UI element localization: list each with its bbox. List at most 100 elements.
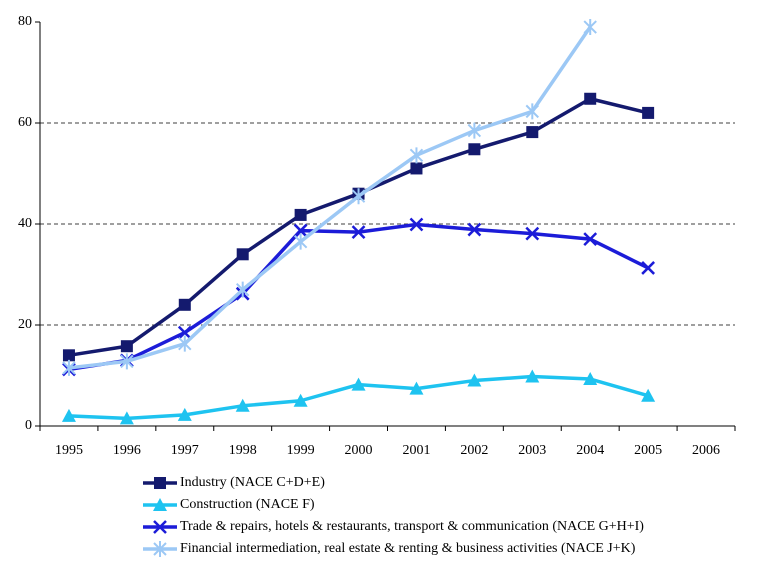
marker-shape: [525, 226, 540, 241]
marker-shape: [467, 122, 482, 139]
marker: [641, 261, 656, 275]
x-tick-label: 1999: [287, 443, 315, 458]
marker-shape: [62, 359, 76, 376]
marker: [119, 411, 134, 425]
marker: [525, 103, 539, 120]
marker-shape: [641, 261, 656, 275]
marker: [293, 233, 308, 250]
marker: [583, 19, 597, 36]
marker: [410, 162, 423, 175]
marker: [467, 222, 482, 237]
y-tick-label: 20: [18, 317, 32, 332]
marker-shape: [178, 298, 191, 311]
marker-shape: [153, 541, 167, 557]
marker: [293, 223, 308, 238]
marker-shape: [293, 393, 308, 407]
marker: [62, 349, 75, 362]
legend-label: Trade & repairs, hotels & restaurants, t…: [180, 519, 644, 534]
marker-shape: [178, 335, 192, 352]
marker-shape: [120, 340, 133, 353]
marker-shape: [467, 222, 482, 237]
marker-shape: [153, 498, 167, 511]
marker: [409, 217, 424, 232]
marker: [294, 208, 307, 221]
marker: [583, 232, 598, 247]
marker: [351, 377, 366, 391]
x-tick-label: 2003: [518, 443, 546, 458]
marker-shape: [236, 281, 250, 298]
marker-shape: [351, 188, 366, 205]
x-tick-label: 2004: [576, 443, 604, 458]
marker-shape: [409, 147, 424, 164]
marker-shape: [641, 388, 656, 402]
marker: [153, 541, 167, 557]
marker-shape: [293, 233, 308, 250]
y-tick-label: 60: [18, 115, 32, 130]
marker: [153, 498, 167, 511]
marker: [120, 340, 133, 353]
marker: [178, 335, 192, 352]
marker-shape: [409, 217, 424, 232]
marker-shape: [525, 103, 539, 120]
marker: [120, 353, 134, 370]
marker: [351, 188, 366, 205]
x-tick-label: 2001: [402, 443, 430, 458]
legend-label: Construction (NACE F): [180, 497, 315, 512]
x-tick-label: 2000: [345, 443, 373, 458]
marker: [351, 225, 366, 239]
y-tick-label: 80: [18, 14, 32, 29]
marker-shape: [351, 225, 366, 239]
marker: [641, 388, 656, 402]
marker: [61, 408, 76, 422]
marker: [583, 372, 598, 386]
marker-shape: [153, 520, 167, 534]
marker: [468, 143, 481, 156]
x-tick-label: 1998: [229, 443, 257, 458]
marker-shape: [177, 407, 192, 421]
marker: [154, 477, 166, 489]
marker: [62, 359, 76, 376]
marker-shape: [293, 223, 308, 238]
marker-shape: [62, 349, 75, 362]
x-tick-label: 1995: [55, 443, 83, 458]
marker-shape: [525, 369, 540, 383]
marker: [177, 407, 192, 421]
marker-shape: [120, 353, 134, 370]
y-tick-label: 40: [18, 216, 32, 231]
marker: [236, 248, 249, 261]
marker: [178, 298, 191, 311]
x-tick-label: 1997: [171, 443, 199, 458]
marker: [526, 126, 539, 139]
marker: [236, 281, 250, 298]
series-line: [68, 26, 592, 370]
marker: [177, 325, 192, 340]
marker: [409, 381, 424, 395]
marker: [467, 122, 482, 139]
marker: [467, 373, 482, 387]
marker: [584, 92, 597, 105]
marker: [293, 393, 308, 407]
marker-shape: [177, 325, 192, 340]
x-tick-label: 2006: [692, 443, 720, 458]
legend-label: Financial intermediation, real estate & …: [180, 541, 636, 556]
marker-shape: [526, 126, 539, 139]
marker: [235, 398, 250, 412]
marker-shape: [410, 162, 423, 175]
marker-shape: [584, 92, 597, 105]
marker: [409, 147, 424, 164]
series-line: [68, 97, 649, 358]
marker-shape: [583, 372, 598, 386]
marker-shape: [61, 408, 76, 422]
marker: [525, 369, 540, 383]
marker-shape: [583, 232, 598, 247]
marker-shape: [294, 208, 307, 221]
marker-shape: [468, 143, 481, 156]
marker-shape: [642, 106, 655, 119]
legend-label: Industry (NACE C+D+E): [180, 475, 325, 490]
marker-shape: [351, 377, 366, 391]
x-tick-label: 2002: [460, 443, 488, 458]
marker-shape: [236, 248, 249, 261]
x-tick-label: 2005: [634, 443, 662, 458]
series-line: [68, 222, 649, 372]
